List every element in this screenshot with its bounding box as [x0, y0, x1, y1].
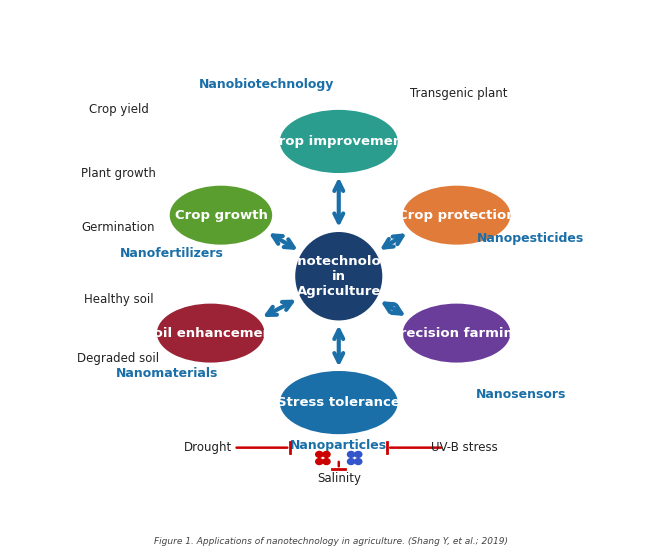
Text: Germination: Germination [82, 222, 155, 234]
Circle shape [323, 458, 330, 464]
Ellipse shape [295, 232, 382, 321]
Text: Nanobiotechnology: Nanobiotechnology [200, 78, 334, 91]
Text: Nanomaterials: Nanomaterials [116, 366, 218, 380]
Text: Drought: Drought [184, 441, 232, 454]
Circle shape [316, 451, 323, 457]
Circle shape [323, 451, 330, 457]
Text: Crop yield: Crop yield [89, 103, 149, 117]
Text: Nanoparticles: Nanoparticles [290, 439, 387, 452]
Text: Soil enhancement: Soil enhancement [143, 327, 278, 340]
Ellipse shape [280, 110, 398, 173]
Circle shape [348, 451, 355, 457]
Text: Precision farming: Precision farming [391, 327, 523, 340]
Text: Transgenic plant: Transgenic plant [410, 86, 508, 100]
Circle shape [348, 458, 355, 464]
Text: Nanofertilizers: Nanofertilizers [120, 247, 224, 260]
Text: Nanopesticides: Nanopesticides [477, 232, 584, 245]
Text: Degraded soil: Degraded soil [77, 352, 159, 365]
Text: Nanosensors: Nanosensors [475, 388, 566, 400]
Text: Crop growth: Crop growth [175, 208, 268, 222]
Text: Figure 1. Applications of nanotechnology in agriculture. (Shang Y, et al.; 2019): Figure 1. Applications of nanotechnology… [153, 537, 508, 546]
Ellipse shape [280, 371, 398, 434]
Text: Healthy soil: Healthy soil [84, 293, 153, 306]
Circle shape [316, 458, 323, 464]
Text: Crop protection: Crop protection [398, 208, 516, 222]
Text: Crop improvement: Crop improvement [269, 135, 408, 148]
Ellipse shape [157, 304, 264, 363]
Ellipse shape [403, 304, 510, 363]
Text: Plant growth: Plant growth [81, 166, 156, 179]
Circle shape [355, 458, 362, 464]
Text: Nanotechnology
in
Agriculture: Nanotechnology in Agriculture [278, 255, 400, 298]
Circle shape [355, 451, 362, 457]
Text: Salinity: Salinity [317, 472, 361, 485]
Ellipse shape [170, 185, 272, 245]
Ellipse shape [403, 185, 510, 245]
Text: Stress tolerance: Stress tolerance [278, 396, 400, 409]
Text: UV-B stress: UV-B stress [431, 441, 498, 454]
